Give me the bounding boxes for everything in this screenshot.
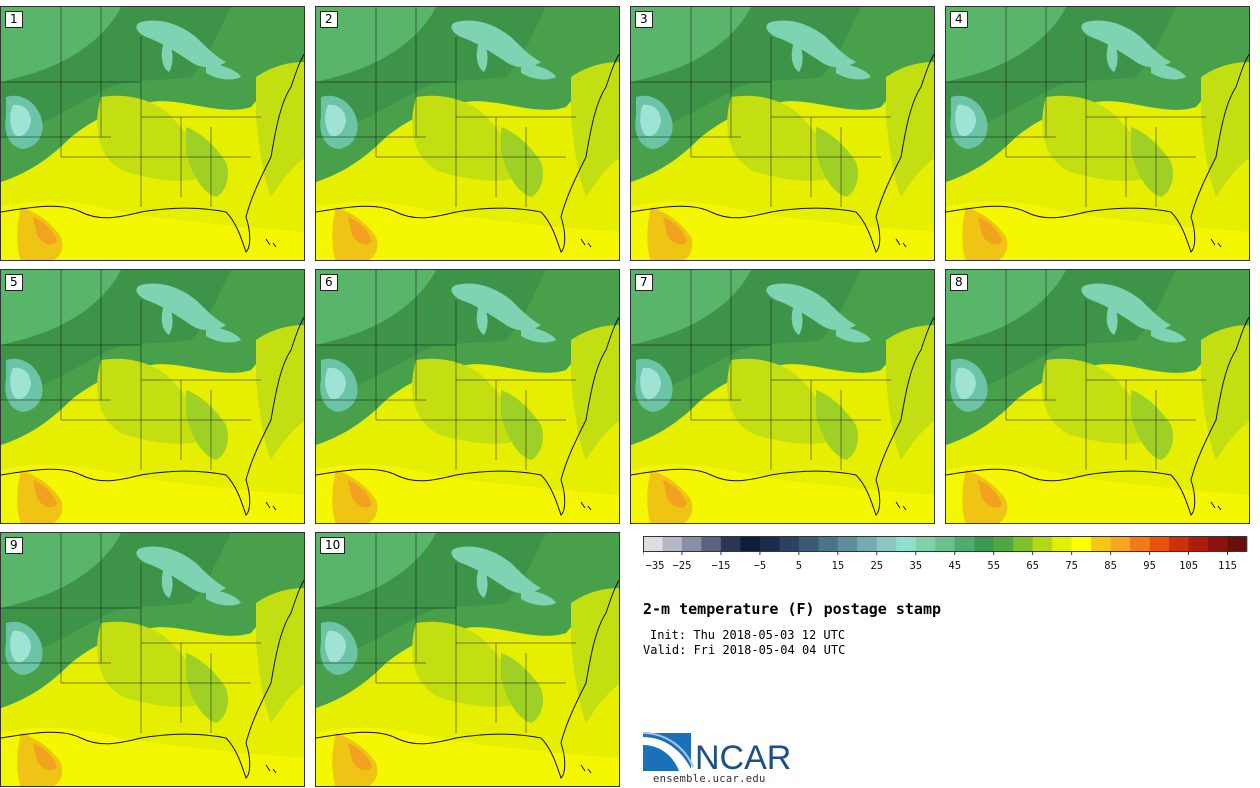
colorbar-tick-label: 25	[870, 560, 883, 572]
colorbar-swatch	[759, 536, 780, 552]
colorbar-swatch	[1071, 536, 1092, 552]
colorbar-tick-label: 115	[1218, 560, 1237, 572]
colorbar-tick-label: −35	[646, 560, 665, 572]
colorbar-tick-label: 35	[909, 560, 922, 572]
postage-stamp-panel: 6	[315, 269, 620, 524]
colorbar-swatch	[1032, 536, 1053, 552]
colorbar-swatch	[876, 536, 897, 552]
colorbar-swatch	[779, 536, 800, 552]
colorbar-tick-label: 65	[1026, 560, 1039, 572]
colorbar-swatch	[1013, 536, 1033, 552]
colorbar-swatch	[857, 536, 878, 552]
logo-url: ensemble.ucar.edu	[653, 773, 766, 785]
colorbar-swatch	[1130, 536, 1150, 552]
colorbar-swatch	[974, 536, 995, 552]
temperature-colorbar: −35 −25 −15 −5 5 15 25 35 45 55 65 75 85 95 105 115	[642, 535, 1253, 579]
colorbar-tick-label: 85	[1104, 560, 1117, 572]
colorbar-tick-label: −25	[672, 560, 691, 572]
temperature-map	[1, 7, 304, 260]
colorbar-tick-label: −15	[711, 560, 730, 572]
colorbar-swatch	[935, 536, 956, 552]
colorbar-tick-label: −5	[754, 560, 767, 572]
postage-stamp-panel: 1	[0, 6, 305, 261]
temperature-map	[316, 7, 619, 260]
postage-stamp-panel: 2	[315, 6, 620, 261]
member-number: 9	[5, 537, 23, 554]
colorbar-tick-label: 95	[1143, 560, 1156, 572]
member-number: 6	[320, 274, 338, 291]
colorbar-swatch	[993, 536, 1014, 552]
temperature-map	[316, 533, 619, 786]
colorbar-tick-label: 15	[832, 560, 845, 572]
member-number: 8	[950, 274, 968, 291]
member-number: 1	[5, 11, 23, 28]
temperature-map	[1, 270, 304, 523]
colorbar-swatch	[1188, 536, 1209, 552]
postage-stamp-panel: 8	[945, 269, 1250, 524]
ncar-logo: NCAR	[642, 731, 793, 777]
temperature-map	[946, 270, 1249, 523]
member-number: 4	[950, 11, 968, 28]
postage-stamp-panel: 3	[630, 6, 935, 261]
colorbar-swatch	[896, 536, 917, 552]
colorbar-swatch	[740, 536, 761, 552]
colorbar-swatch	[701, 536, 722, 552]
colorbar-swatch	[643, 536, 663, 552]
member-number: 5	[5, 274, 23, 291]
init-time: Init: Thu 2018-05-03 12 UTC	[650, 628, 846, 642]
colorbar-swatch	[798, 536, 819, 552]
member-number: 10	[320, 537, 346, 554]
colorbar-swatch	[1169, 536, 1189, 552]
temperature-map	[316, 270, 619, 523]
colorbar-tick-label: 105	[1179, 560, 1198, 572]
colorbar-swatch	[1052, 536, 1072, 552]
postage-stamp-panel: 5	[0, 269, 305, 524]
colorbar-tick-label: 75	[1065, 560, 1078, 572]
colorbar-swatch	[954, 536, 975, 552]
colorbar-swatch	[837, 536, 858, 552]
valid-time: Valid: Fri 2018-05-04 04 UTC	[643, 643, 846, 657]
temperature-map	[1, 533, 304, 786]
colorbar-swatch	[681, 536, 702, 552]
postage-stamp-panel: 10	[315, 532, 620, 787]
colorbar-swatch	[720, 536, 741, 552]
ncar-logo-graphic: NCAR	[642, 732, 791, 777]
colorbar-tick-label: 5	[796, 560, 802, 572]
chart-title: 2-m temperature (F) postage stamp	[643, 600, 942, 618]
colorbar-border	[643, 536, 1247, 552]
colorbar-graphic: −35 −25 −15 −5 5 15 25 35 45 55 65 75 85 95 105 115	[642, 536, 1248, 572]
colorbar-tick-label: 55	[987, 560, 1000, 572]
member-number: 2	[320, 11, 338, 28]
postage-stamp-panel: 7	[630, 269, 935, 524]
colorbar-swatch	[915, 536, 936, 552]
postage-stamp-panel: 4	[945, 6, 1250, 261]
colorbar-swatch	[1227, 536, 1248, 552]
logo-wordmark: NCAR	[695, 739, 791, 773]
colorbar-swatch	[1208, 536, 1228, 552]
colorbar-swatch	[1149, 536, 1170, 552]
colorbar-tick-label: 45	[948, 560, 961, 572]
colorbar-swatch	[1091, 536, 1111, 552]
postage-stamp-panel: 9	[0, 532, 305, 787]
temperature-map	[946, 7, 1249, 260]
member-number: 7	[635, 274, 653, 291]
colorbar-swatch	[1110, 536, 1131, 552]
colorbar-swatch	[818, 536, 839, 552]
temperature-map	[631, 7, 934, 260]
member-number: 3	[635, 11, 653, 28]
temperature-map	[631, 270, 934, 523]
colorbar-swatch	[662, 536, 683, 552]
